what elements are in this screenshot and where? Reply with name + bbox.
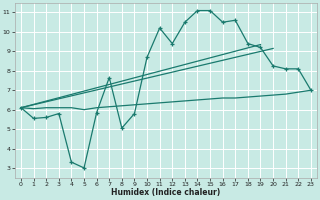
X-axis label: Humidex (Indice chaleur): Humidex (Indice chaleur) [111,188,220,197]
